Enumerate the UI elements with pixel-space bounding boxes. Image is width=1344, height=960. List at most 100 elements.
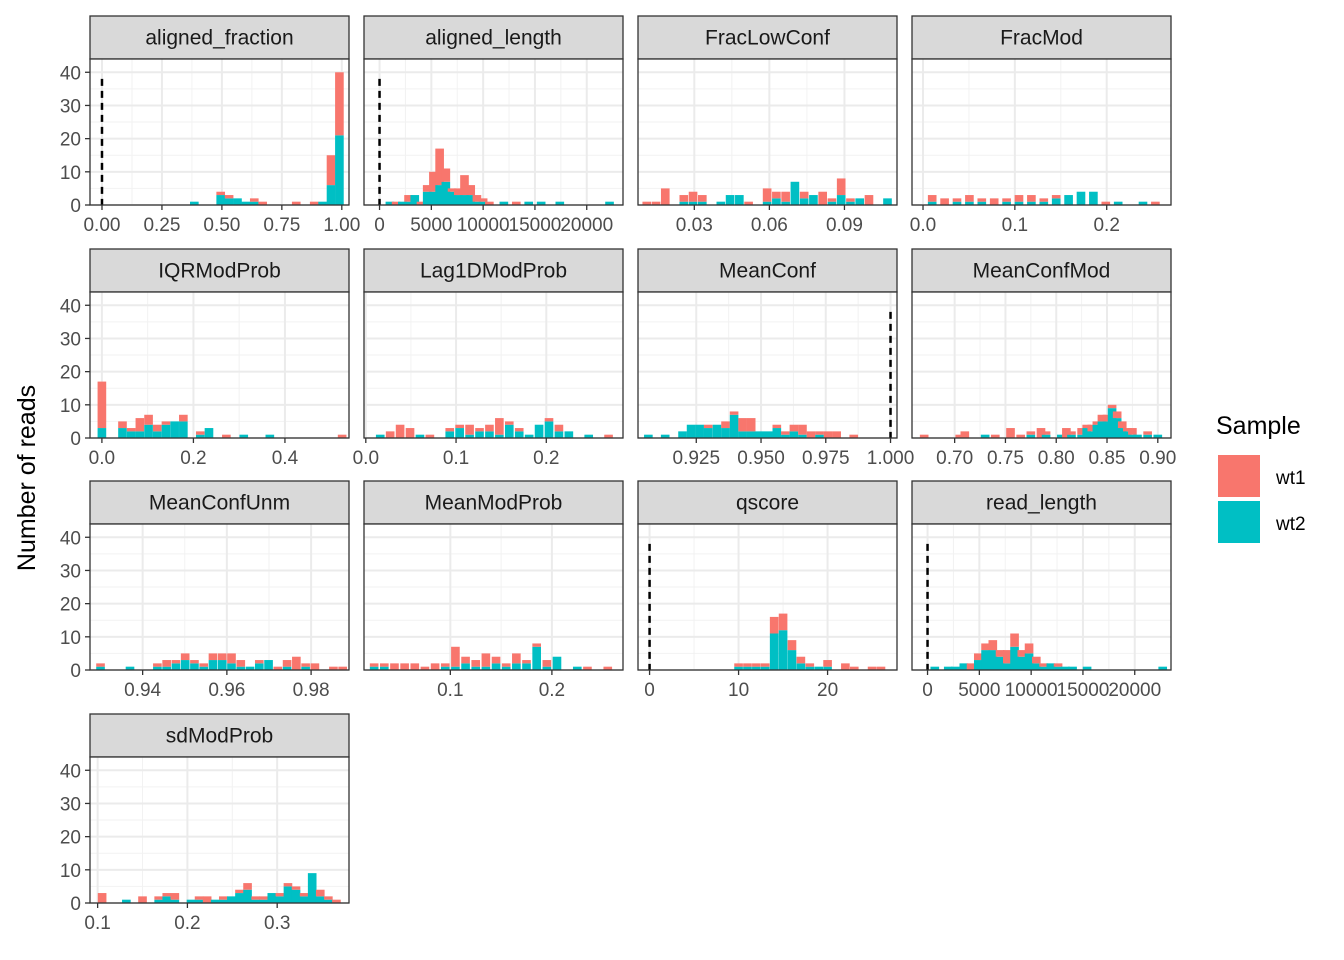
bar-wt1 (554, 424, 564, 432)
bar-wt2 (1097, 421, 1107, 438)
bar-wt2 (245, 666, 255, 670)
bar-wt1 (1123, 428, 1132, 432)
bar-wt1 (1032, 656, 1041, 664)
bar-wt2 (249, 201, 259, 205)
bar-wt1 (324, 896, 333, 900)
x-tick-label: 0.1 (1002, 215, 1028, 236)
bar-wt2 (752, 666, 761, 670)
bar-wt1 (504, 421, 514, 425)
bar-wt1 (760, 663, 770, 667)
bar-wt2 (170, 899, 180, 903)
bar-wt2 (1102, 421, 1112, 438)
bar-wt2 (301, 666, 310, 670)
bar-wt2 (472, 201, 482, 205)
bar-wt1 (1002, 650, 1012, 664)
y-axis-title: Number of reads (13, 385, 41, 571)
bar-wt1 (97, 381, 107, 429)
bar-wt2 (729, 414, 739, 438)
bar-wt1 (823, 660, 832, 667)
facet-panel-sdModProb: sdModProb 0.1 0.2 0.3 0 10 20 30 40 (60, 713, 350, 934)
x-tick-label: 5000 (958, 680, 1000, 701)
panel-background (638, 59, 897, 205)
bar-wt1 (752, 663, 761, 667)
bar-wt1 (989, 198, 999, 205)
x-tick-label: 0 (374, 215, 385, 236)
bar-wt2 (218, 899, 228, 903)
bar-wt1 (224, 195, 234, 199)
bar-wt2 (522, 663, 531, 670)
bar-wt2 (951, 666, 960, 670)
x-tick-label: 0.2 (1093, 215, 1119, 236)
bar-wt1 (988, 640, 998, 651)
panel-background (638, 524, 897, 670)
bar-wt2 (422, 191, 432, 205)
bar-wt1 (162, 893, 172, 897)
bar-wt2 (154, 899, 163, 903)
x-tick-label: 0.2 (539, 680, 565, 701)
bar-wt2 (564, 431, 574, 438)
bar-wt1 (154, 896, 163, 900)
y-tick-label: 10 (60, 628, 81, 649)
panel-border (911, 291, 1172, 439)
bar-wt1 (799, 191, 809, 199)
bar-wt1 (301, 663, 310, 667)
bar-wt2 (335, 135, 344, 205)
bar-wt2 (760, 666, 770, 670)
bar-wt1 (642, 201, 652, 205)
x-tick-label: 0.75 (263, 215, 300, 236)
facet-panel-MeanConf: MeanConf 0.925 0.950 0.975 1.000 (637, 248, 914, 469)
bar-wt2 (1041, 434, 1051, 438)
bar-wt2 (1128, 434, 1137, 438)
bar-wt1 (379, 663, 389, 667)
bar-wt2 (415, 434, 425, 438)
bar-wt1 (1027, 195, 1036, 202)
bar-wt2 (660, 434, 670, 438)
bar-wt1 (283, 883, 293, 887)
facet-strip-label: MeanConfMod (973, 260, 1111, 283)
bar-wt1 (222, 434, 231, 438)
bar-wt1 (1010, 633, 1019, 647)
bar-wt2 (697, 201, 707, 205)
bar-wt2 (1061, 666, 1070, 670)
bar-wt1 (787, 640, 797, 651)
bar-wt2 (267, 893, 277, 903)
facet-strip-label: Lag1DModProb (420, 260, 567, 283)
bar-wt2 (781, 434, 790, 438)
bar-wt2 (478, 201, 488, 205)
y-tick-label: 0 (70, 429, 81, 450)
bar-wt1 (1087, 424, 1097, 432)
facet-panel-MeanModProb: MeanModProb 0.1 0.2 (363, 480, 624, 701)
bar-wt2 (1077, 434, 1086, 438)
x-tick-label: 0 (644, 680, 655, 701)
bar-wt1 (292, 656, 301, 670)
bar-wt2 (542, 666, 552, 670)
bar-wt2 (326, 185, 336, 205)
bar-wt1 (772, 191, 781, 199)
bar-wt1 (1026, 431, 1036, 435)
bar-wt1 (453, 188, 463, 196)
bar-wt1 (532, 643, 541, 647)
bar-wt1 (1097, 414, 1107, 422)
bar-wt2 (251, 899, 260, 903)
bar-wt1 (466, 185, 476, 196)
bar-wt2 (217, 660, 227, 670)
bar-wt1 (217, 653, 227, 661)
x-tick-label: 10 (728, 680, 749, 701)
bar-wt1 (734, 663, 743, 667)
bar-wt1 (1039, 663, 1048, 667)
bar-wt1 (461, 656, 470, 664)
facet-strip-label: FracMod (1000, 27, 1083, 50)
bar-wt2 (959, 663, 969, 670)
bar-wt1 (827, 198, 837, 202)
bar-wt1 (481, 653, 491, 667)
bar-wt2 (1087, 431, 1097, 438)
facet-panel-FracMod: FracMod 0.0 0.1 0.2 (910, 15, 1172, 236)
bar-wt1 (1112, 411, 1122, 419)
bar-wt2 (743, 666, 752, 670)
bar-wt2 (1123, 431, 1132, 438)
y-tick-label: 0 (70, 894, 81, 915)
x-tick-label: 0.2 (174, 913, 200, 934)
facet-strip-label: read_length (986, 492, 1097, 515)
legend-label-wt2: wt2 (1275, 514, 1306, 535)
